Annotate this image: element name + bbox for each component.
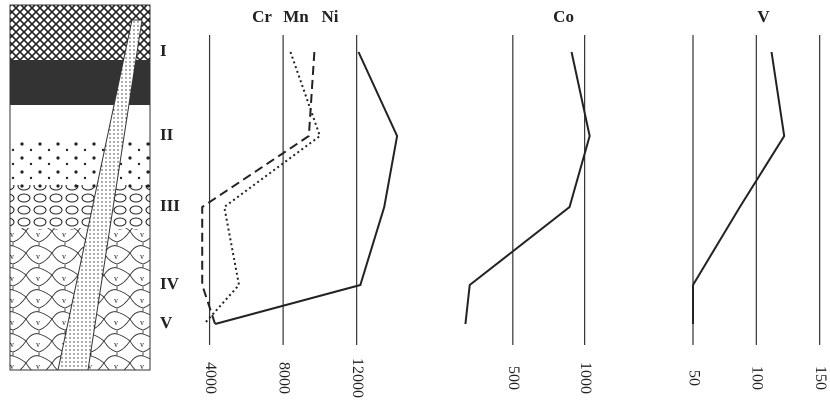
- series-line: [214, 51, 399, 325]
- series-name: Ni: [322, 7, 339, 26]
- x-tick-label: 4000: [202, 362, 219, 394]
- series-name: Cr: [252, 7, 272, 26]
- horizon-label: III: [160, 196, 180, 215]
- series-line: [203, 51, 322, 325]
- series-name: V: [757, 7, 770, 26]
- soil-profile: [9, 4, 151, 371]
- series-line: [692, 51, 786, 324]
- x-tick-label: 8000: [275, 362, 292, 394]
- series-line: [201, 51, 316, 325]
- x-tick-label: 150: [812, 366, 829, 390]
- x-tick-label: 50: [685, 370, 702, 386]
- horizon-label: IV: [160, 274, 180, 293]
- x-tick-label: 500: [505, 366, 522, 390]
- series-line: [464, 51, 591, 325]
- horizon-label: V: [160, 313, 173, 332]
- horizon-label: I: [160, 41, 167, 60]
- x-tick-label: 100: [749, 366, 766, 390]
- horizon-label: II: [160, 125, 174, 144]
- x-tick-label: 12000: [349, 358, 366, 398]
- x-tick-label: 1000: [577, 362, 594, 394]
- series-name: Co: [553, 7, 574, 26]
- series-name: Mn: [283, 7, 309, 26]
